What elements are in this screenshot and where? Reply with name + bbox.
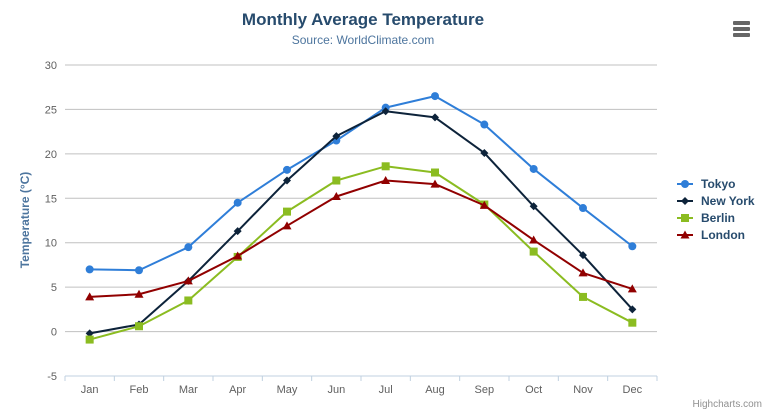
x-axis-label: Jul [379,384,393,396]
data-point[interactable] [628,318,637,327]
data-point[interactable] [381,176,391,185]
context-menu-button[interactable] [731,19,753,39]
data-point[interactable] [85,265,94,274]
y-axis-label: 5 [51,282,57,294]
y-axis-label: 25 [45,104,57,116]
hamburger-icon [733,27,750,31]
data-point[interactable] [578,268,588,277]
data-point[interactable] [134,289,144,298]
y-axis-label: 0 [51,327,57,339]
data-point[interactable] [628,242,637,251]
data-point[interactable] [283,207,291,216]
data-point[interactable] [480,120,489,129]
data-point[interactable] [183,276,193,285]
data-point[interactable] [627,284,637,293]
data-point[interactable] [431,92,439,101]
data-point[interactable] [529,235,539,244]
circle-marker-icon [677,179,693,188]
data-point[interactable] [480,148,489,157]
series-line-berlin [88,165,634,341]
legend-item-label: Tokyo [701,176,736,191]
data-point[interactable] [283,176,291,185]
data-point[interactable] [184,243,193,252]
y-axis-label: 20 [45,149,57,161]
legend-item-new-york[interactable]: New York [676,192,755,209]
data-point[interactable] [381,162,390,171]
data-point[interactable] [431,168,439,177]
data-point[interactable] [332,132,341,141]
x-axis-label: Oct [525,384,542,396]
y-axis-label: 30 [45,60,57,72]
series-line-london [88,179,634,298]
legend: Tokyo New York Berlin London [676,175,755,243]
data-point[interactable] [135,322,143,331]
data-point[interactable] [85,292,95,301]
x-axis-label: Apr [229,384,246,396]
data-point[interactable] [628,305,637,314]
data-point[interactable] [233,227,242,236]
data-point[interactable] [283,165,291,174]
data-point[interactable] [529,202,538,211]
legend-item-berlin[interactable]: Berlin [676,209,755,226]
x-axis-label: Nov [573,384,593,396]
x-axis-label: Sep [475,384,495,396]
legend-item-label: New York [701,193,755,208]
triangle-marker-icon [677,230,693,238]
data-point[interactable] [579,204,587,213]
data-point[interactable] [529,247,538,256]
x-axis-label: Jun [327,384,345,396]
diamond-marker-icon [677,196,693,205]
x-axis-label: Dec [623,384,643,396]
legend-item-tokyo[interactable]: Tokyo [676,175,755,192]
legend-item-london[interactable]: London [676,226,755,243]
data-point[interactable] [381,107,390,116]
hamburger-icon [733,21,750,25]
y-axis-title: Temperature (°C) [18,171,32,269]
data-point[interactable] [233,251,243,260]
data-point[interactable] [184,296,193,305]
data-point[interactable] [430,179,440,188]
data-point[interactable] [85,329,94,338]
data-point[interactable] [135,266,143,275]
hamburger-icon [733,33,750,37]
x-axis-label: May [277,384,298,396]
data-point[interactable] [579,251,587,260]
y-axis-label: 10 [45,238,57,250]
data-point[interactable] [529,164,538,173]
y-axis-label: 15 [45,193,57,205]
x-axis-label: Jan [81,384,99,396]
data-point[interactable] [332,176,341,185]
x-axis-label: Feb [130,384,149,396]
series-line-tokyo [88,95,634,272]
data-point[interactable] [331,192,341,201]
x-axis-label: Aug [425,384,445,396]
legend-item-label: London [701,227,745,242]
data-point[interactable] [431,113,439,122]
data-point[interactable] [579,292,587,301]
data-point[interactable] [233,198,242,207]
data-point[interactable] [85,335,94,344]
data-point[interactable] [479,200,489,209]
chart-title: Monthly Average Temperature [241,10,485,29]
legend-item-label: Berlin [701,210,736,225]
series-line-new-york [88,110,634,335]
data-point[interactable] [282,221,292,230]
chart-subtitle: Source: WorldClimate.com [291,33,435,47]
y-axis-label: -5 [47,371,57,383]
x-axis-label: Mar [179,384,198,396]
square-marker-icon [677,213,693,222]
credits-link[interactable]: Highcharts.com [692,399,762,410]
